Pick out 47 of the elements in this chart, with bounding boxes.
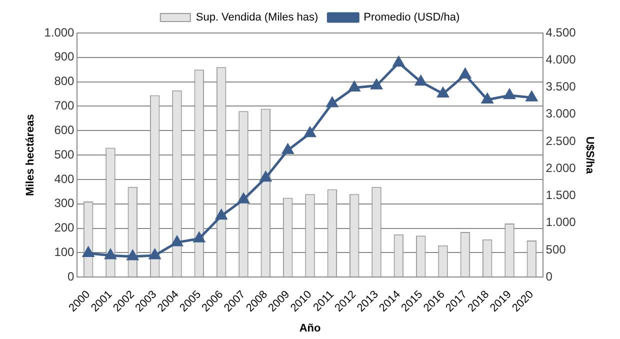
point: [526, 91, 538, 102]
y2-tick-label: 4.500: [546, 25, 576, 40]
point: [370, 79, 382, 90]
y-tick-label: 500: [54, 147, 75, 162]
y-tick-label: 400: [54, 172, 75, 186]
y2-tick-label: 0: [546, 269, 553, 284]
y-tick-label: 300: [54, 196, 75, 210]
y-tick-label: 0: [68, 269, 75, 284]
point: [238, 193, 250, 204]
point: [482, 93, 493, 104]
point: [415, 76, 426, 86]
y2-tick-label: 1.500: [546, 188, 576, 202]
y2-tick-label: 2.500: [546, 134, 576, 148]
point: [127, 250, 138, 260]
point: [504, 89, 516, 100]
point: [282, 144, 294, 154]
y-tick-label: 1.000: [44, 25, 75, 40]
y2-tick-label: 4.000: [546, 52, 576, 66]
point: [149, 249, 160, 260]
point: [260, 172, 272, 182]
y-tick-label: 200: [54, 220, 75, 235]
y-tick-label: 800: [54, 74, 75, 88]
x-axis-title: Año: [299, 322, 321, 334]
point: [326, 97, 338, 108]
point: [194, 232, 205, 242]
point: [171, 236, 183, 246]
point: [348, 82, 360, 92]
legend-label: Sup. Vendida (Miles has): [196, 12, 318, 24]
point: [216, 210, 227, 220]
y-tick-label: 900: [54, 50, 75, 64]
point: [460, 68, 471, 79]
point: [82, 247, 94, 258]
y2-tick-label: 3.500: [546, 80, 576, 94]
point: [104, 249, 116, 260]
point: [304, 127, 316, 138]
y-tick-label: 600: [54, 122, 75, 137]
point: [393, 56, 404, 67]
y-tick-label: 100: [54, 245, 75, 260]
y-tick-label: 700: [54, 98, 75, 113]
y2-axis-title: U$S/ha: [583, 136, 596, 175]
point: [437, 88, 449, 98]
y2-tick-label: 2.000: [546, 160, 576, 175]
y2-tick-label: 500: [546, 242, 566, 256]
y2-tick-label: 1.000: [546, 215, 576, 230]
y-axis-title: Miles hectáreas: [24, 114, 37, 196]
y2-tick-label: 3.000: [546, 106, 576, 121]
legend-label: Promedio (USD/ha): [364, 12, 460, 24]
